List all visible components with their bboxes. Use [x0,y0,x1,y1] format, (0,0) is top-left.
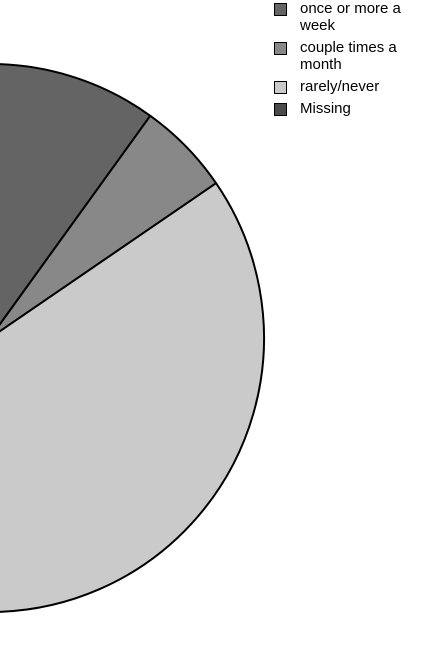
pie-slice-once-or-more-a-week [0,63,152,326]
legend-label-missing: Missing [300,100,351,117]
legend-swatch-rarely-never [274,81,287,94]
legend-swatch-couple-times-a-month [274,42,287,55]
legend-label-rarely-never: rarely/never [300,78,380,95]
legend-swatch-missing [274,103,287,116]
pie-slices [0,63,265,613]
legend-item-couple-times-a-month: couple times a month [272,39,440,73]
legend-item-missing: Missing [272,100,440,117]
chart-legend: once or more a week couple times a month… [272,0,440,122]
legend-swatch-once-or-more-a-week [274,3,287,16]
legend-item-rarely-never: rarely/never [272,78,440,95]
legend-label-couple-times-a-month: couple times a month [300,39,397,73]
legend-item-once-or-more-a-week: once or more a week [272,0,440,34]
pie-slice-rarely-never [0,182,265,613]
legend-label-once-or-more-a-week: once or more a week [300,0,401,34]
